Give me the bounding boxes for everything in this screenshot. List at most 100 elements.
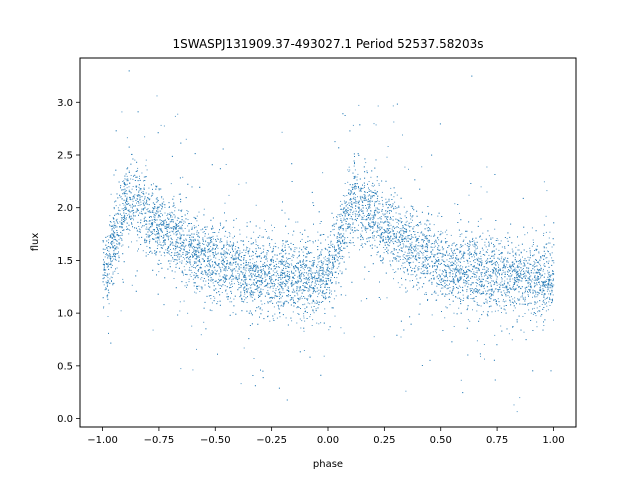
data-point <box>296 257 298 259</box>
data-point <box>208 285 210 287</box>
data-point <box>212 254 214 256</box>
data-point <box>348 222 350 224</box>
data-point <box>506 238 508 240</box>
data-point <box>449 304 451 306</box>
data-point <box>501 272 503 274</box>
data-point <box>430 250 432 252</box>
data-point <box>200 254 202 256</box>
data-point <box>196 274 198 276</box>
data-point <box>190 240 192 241</box>
data-point <box>453 268 455 270</box>
data-point <box>462 294 464 296</box>
data-point <box>353 176 355 178</box>
data-point <box>507 290 509 292</box>
data-point <box>120 196 122 198</box>
data-point <box>371 214 373 216</box>
data-point <box>407 258 409 260</box>
data-point <box>172 258 174 260</box>
data-point <box>148 236 150 238</box>
data-point <box>303 350 305 351</box>
data-point <box>481 278 483 280</box>
data-point <box>347 169 349 171</box>
data-point <box>284 271 286 273</box>
data-point <box>141 172 143 174</box>
data-point <box>468 255 470 257</box>
data-point <box>544 298 546 300</box>
data-point <box>252 243 254 245</box>
data-point <box>391 205 393 207</box>
data-point <box>509 270 511 272</box>
data-point <box>371 237 373 239</box>
data-point <box>128 190 130 192</box>
data-point <box>520 273 522 274</box>
data-point <box>447 264 449 266</box>
data-point <box>347 207 349 209</box>
data-point <box>365 243 367 245</box>
data-point <box>288 263 290 265</box>
data-point <box>333 235 335 237</box>
data-point <box>280 301 282 303</box>
data-point <box>316 280 318 281</box>
data-point <box>271 258 273 260</box>
data-point <box>255 273 256 275</box>
data-point <box>296 283 298 284</box>
data-point <box>499 274 500 276</box>
data-point <box>264 271 266 273</box>
data-point <box>178 228 180 230</box>
data-point <box>459 266 461 268</box>
data-point <box>239 250 241 252</box>
data-point <box>479 285 481 287</box>
data-point <box>445 273 447 275</box>
data-point <box>292 256 294 258</box>
data-point <box>405 255 407 257</box>
data-point <box>458 271 460 273</box>
data-point <box>546 190 548 192</box>
data-point <box>531 281 533 283</box>
data-point <box>352 222 354 224</box>
data-point <box>219 239 221 241</box>
data-point <box>497 298 499 300</box>
data-point <box>108 303 110 305</box>
data-point <box>119 242 121 244</box>
data-point <box>371 221 373 223</box>
data-point <box>404 215 406 217</box>
data-point <box>155 213 157 215</box>
data-point <box>514 301 516 303</box>
data-point <box>169 263 171 265</box>
data-point <box>417 256 419 258</box>
data-point <box>500 260 502 262</box>
data-point <box>476 279 478 281</box>
data-point <box>517 265 519 267</box>
data-point <box>398 205 400 207</box>
data-point <box>271 224 272 226</box>
data-point <box>549 253 551 255</box>
data-point <box>342 195 344 196</box>
data-point <box>179 246 181 248</box>
data-point <box>167 235 169 237</box>
data-point <box>191 226 193 228</box>
data-point <box>402 230 404 231</box>
data-point <box>386 297 388 299</box>
data-point <box>128 233 130 235</box>
data-point <box>203 208 205 210</box>
data-point <box>476 254 477 256</box>
data-point <box>509 301 511 303</box>
data-point <box>111 256 113 258</box>
data-point <box>483 344 485 345</box>
data-point <box>402 267 404 269</box>
data-point <box>245 277 247 278</box>
data-point <box>224 268 226 270</box>
data-point <box>489 275 490 277</box>
data-point <box>179 239 181 241</box>
data-point <box>492 263 494 265</box>
data-point <box>350 228 352 230</box>
data-point <box>285 284 287 286</box>
data-point <box>448 254 450 256</box>
data-point <box>178 223 180 224</box>
data-point <box>158 271 160 273</box>
data-point <box>532 244 534 245</box>
data-point <box>499 305 501 307</box>
data-point <box>245 182 247 184</box>
data-point <box>269 320 271 322</box>
data-point <box>263 285 265 287</box>
